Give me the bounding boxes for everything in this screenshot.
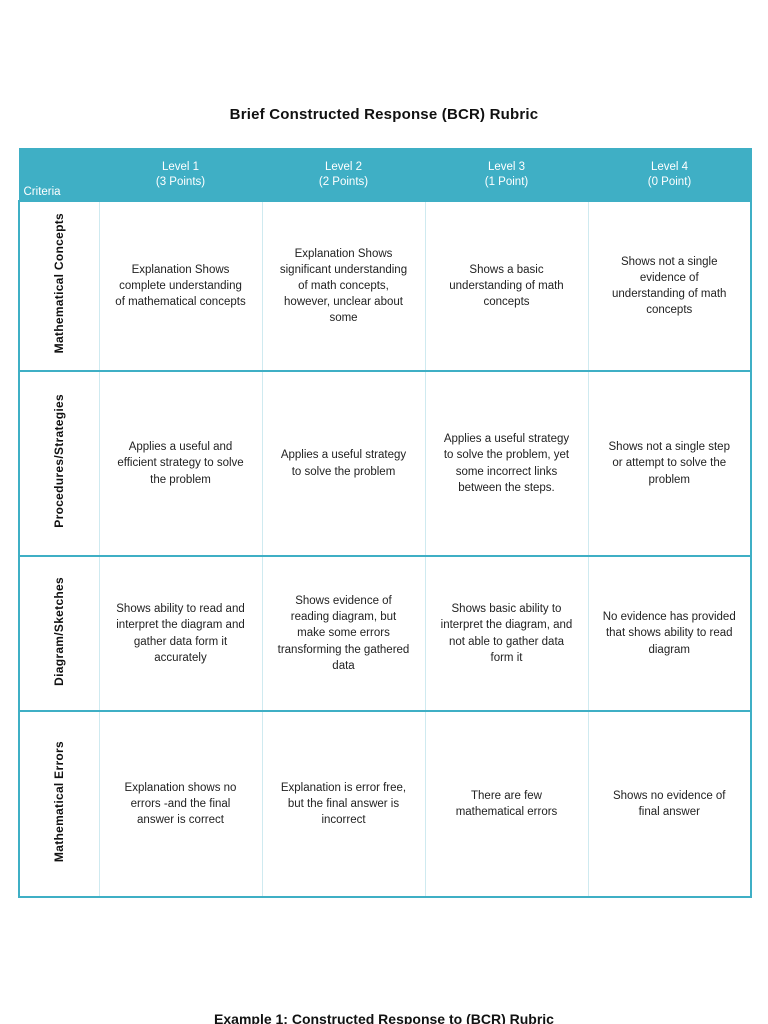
- row-label-procedures-strategies: Procedures/Strategies: [18, 371, 100, 556]
- next-section-title-clipped: Example 1: Constructed Response to (BCR)…: [214, 1011, 554, 1024]
- level-1-header: Level 1 (3 Points): [98, 148, 263, 202]
- level-4-points: (0 Point): [647, 175, 692, 188]
- level-3-header: Level 3 (1 Point): [424, 148, 589, 202]
- level-2-title: Level 2: [324, 160, 363, 173]
- criteria-header-label: Criteria: [23, 186, 61, 198]
- level-1-points: (3 Points): [155, 175, 206, 188]
- rubric-cell: Shows not a single step or attempt to so…: [587, 371, 752, 556]
- row-label-text: Procedures/Strategies: [52, 394, 67, 528]
- level-2-header: Level 2 (2 Points): [261, 148, 426, 202]
- table-row: Diagram/Sketches Shows ability to read a…: [18, 556, 752, 711]
- rubric-cell: Applies a useful and efficient strategy …: [98, 371, 263, 556]
- row-label-text: Mathematical Concepts: [52, 213, 67, 354]
- level-4-header: Level 4 (0 Point): [587, 148, 752, 202]
- rubric-cell: Explanation Shows complete understanding…: [98, 201, 263, 371]
- level-3-title: Level 3: [487, 160, 526, 173]
- table-row: Procedures/Strategies Applies a useful a…: [18, 371, 752, 556]
- row-label-mathematical-errors: Mathematical Errors: [18, 711, 100, 897]
- row-label-diagram-sketches: Diagram/Sketches: [18, 556, 100, 711]
- rubric-cell: Applies a useful strategy to solve the p…: [261, 371, 426, 556]
- page-title: Brief Constructed Response (BCR) Rubric: [229, 106, 539, 123]
- row-label-text: Mathematical Errors: [52, 740, 67, 863]
- level-1-title: Level 1: [161, 160, 200, 173]
- rubric-cell: Shows no evidence of final answer: [587, 711, 752, 897]
- rubric-cell: Shows ability to read and interpret the …: [98, 556, 263, 711]
- rubric-cell: Explanation shows no errors -and the fin…: [98, 711, 263, 897]
- table-row: Mathematical Concepts Explanation Shows …: [18, 201, 752, 371]
- rubric-cell: Shows basic ability to interpret the dia…: [424, 556, 589, 711]
- criteria-header: Criteria: [18, 148, 100, 202]
- rubric-cell: Shows evidence of reading diagram, but m…: [261, 556, 426, 711]
- rubric-cell: Explanation is error free, but the final…: [261, 711, 426, 897]
- rubric-cell: Shows a basic understanding of math conc…: [424, 201, 589, 371]
- table-header-row: Criteria Level 1 (3 Points) Level 2 (2 P…: [18, 148, 752, 202]
- rubric-cell: No evidence has provided that shows abil…: [587, 556, 752, 711]
- row-label-text: Diagram/Sketches: [52, 576, 67, 686]
- rubric-cell: Explanation Shows significant understand…: [261, 201, 426, 371]
- table-row: Mathematical Errors Explanation shows no…: [18, 711, 752, 897]
- rubric-table: Criteria Level 1 (3 Points) Level 2 (2 P…: [18, 148, 752, 898]
- level-3-points: (1 Point): [484, 175, 529, 188]
- level-2-points: (2 Points): [318, 175, 369, 188]
- level-4-title: Level 4: [650, 160, 689, 173]
- rubric-cell: Shows not a single evidence of understan…: [587, 201, 752, 371]
- row-label-mathematical-concepts: Mathematical Concepts: [18, 201, 100, 371]
- rubric-cell: Applies a useful strategy to solve the p…: [424, 371, 589, 556]
- rubric-cell: There are few mathematical errors: [424, 711, 589, 897]
